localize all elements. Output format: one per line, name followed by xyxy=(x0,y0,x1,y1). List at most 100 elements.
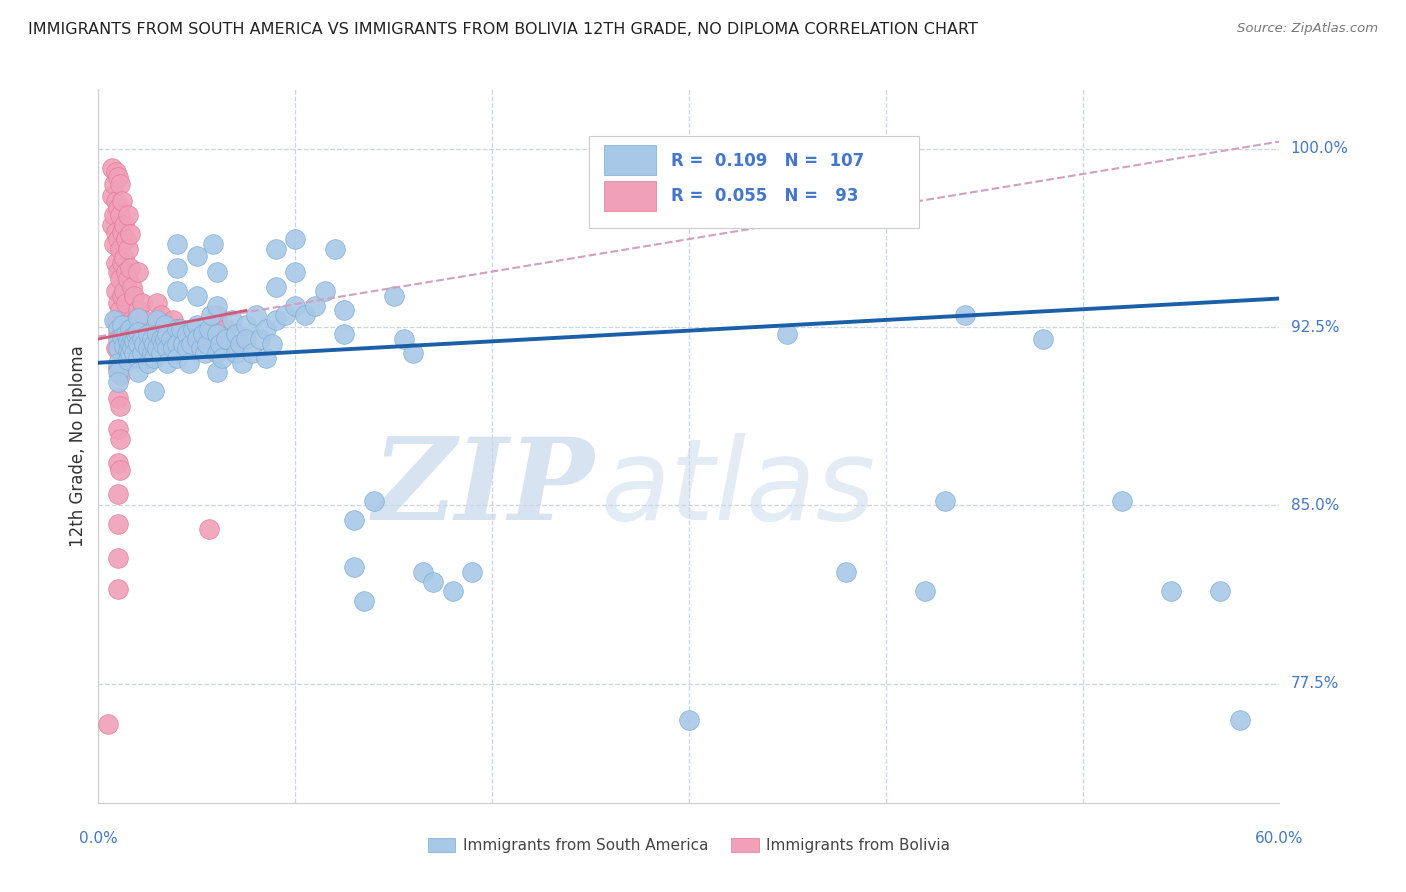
Point xyxy=(166,322,188,336)
Point xyxy=(105,256,128,270)
Point xyxy=(142,336,165,351)
Point xyxy=(105,342,128,356)
Point xyxy=(121,329,143,343)
Point xyxy=(176,327,198,342)
Point xyxy=(146,327,169,342)
Point xyxy=(121,313,143,327)
Point xyxy=(108,336,131,351)
Point xyxy=(205,299,228,313)
Point xyxy=(107,422,129,436)
Point xyxy=(353,593,375,607)
Point xyxy=(136,351,159,365)
Point xyxy=(111,194,134,208)
Point xyxy=(166,336,188,351)
Point xyxy=(118,227,141,242)
Point xyxy=(150,332,173,346)
Point xyxy=(101,189,124,203)
Point xyxy=(1111,493,1133,508)
Point xyxy=(240,346,263,360)
Legend: Immigrants from South America, Immigrants from Bolivia: Immigrants from South America, Immigrant… xyxy=(422,832,956,859)
Point xyxy=(294,308,316,322)
Point xyxy=(117,242,139,256)
Point xyxy=(108,303,131,318)
Point xyxy=(254,351,277,365)
Point xyxy=(131,346,153,360)
Point xyxy=(111,329,134,343)
Point xyxy=(176,342,198,356)
Point xyxy=(235,332,257,346)
Point xyxy=(107,322,129,336)
Point xyxy=(108,272,131,286)
Point xyxy=(112,339,135,353)
Point xyxy=(127,365,149,379)
Point xyxy=(284,265,307,279)
Point xyxy=(343,560,366,574)
Point xyxy=(914,584,936,599)
Point xyxy=(125,327,148,342)
Point xyxy=(201,236,224,251)
Point xyxy=(333,303,356,318)
Point xyxy=(1229,713,1251,727)
Point xyxy=(97,717,120,731)
Point xyxy=(111,320,134,334)
FancyBboxPatch shape xyxy=(605,145,655,175)
Point xyxy=(107,232,129,246)
Text: 85.0%: 85.0% xyxy=(1291,498,1339,513)
Point xyxy=(107,356,129,370)
Point xyxy=(441,584,464,599)
Point xyxy=(125,313,148,327)
Point xyxy=(131,332,153,346)
Point xyxy=(156,327,179,342)
Point xyxy=(117,334,139,349)
Point xyxy=(177,356,200,370)
Point xyxy=(215,322,238,336)
Point xyxy=(105,165,128,179)
Point xyxy=(215,332,238,346)
Point xyxy=(304,299,326,313)
Point xyxy=(235,318,257,332)
Point xyxy=(323,242,346,256)
Point xyxy=(112,285,135,299)
Point xyxy=(108,368,131,382)
Point xyxy=(111,289,134,303)
Point xyxy=(166,351,188,365)
Text: 0.0%: 0.0% xyxy=(79,831,118,847)
Point xyxy=(412,565,434,579)
Point xyxy=(333,327,356,342)
Point xyxy=(186,289,208,303)
Point xyxy=(132,313,155,327)
Point xyxy=(108,463,131,477)
Point xyxy=(127,325,149,339)
Point xyxy=(118,260,141,275)
Point xyxy=(142,320,165,334)
Point xyxy=(108,208,131,222)
Point xyxy=(115,232,138,246)
Point xyxy=(107,170,129,185)
Point xyxy=(186,318,208,332)
Point xyxy=(274,308,297,322)
Point xyxy=(108,399,131,413)
Point xyxy=(146,296,169,310)
Point xyxy=(156,356,179,370)
Point xyxy=(115,265,138,279)
Point xyxy=(343,513,366,527)
Point xyxy=(117,353,139,368)
Point xyxy=(166,236,188,251)
Point xyxy=(127,310,149,325)
Point xyxy=(205,308,228,322)
Point xyxy=(264,242,287,256)
Point xyxy=(136,327,159,342)
Point xyxy=(200,308,222,322)
Point xyxy=(160,332,183,346)
Point xyxy=(117,343,139,358)
Point xyxy=(112,318,135,332)
Point xyxy=(141,332,163,346)
Point xyxy=(118,322,141,336)
Point xyxy=(166,285,188,299)
Point xyxy=(146,327,169,342)
Point xyxy=(118,346,141,360)
Point xyxy=(166,322,188,336)
Point xyxy=(107,486,129,500)
Text: ZIP: ZIP xyxy=(373,434,595,544)
Point xyxy=(112,251,135,265)
